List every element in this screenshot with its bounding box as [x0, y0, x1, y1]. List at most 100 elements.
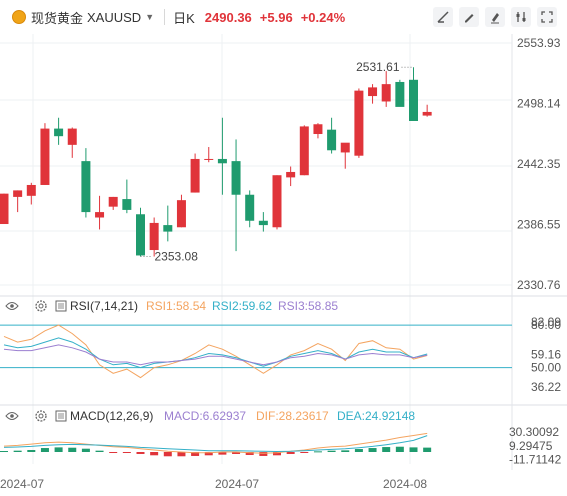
pen-icon[interactable] — [485, 7, 505, 27]
macd-histogram-bar — [259, 452, 268, 456]
time-tick-label: 2024-07 — [215, 477, 259, 491]
price-tick-label: 2330.76 — [517, 278, 561, 292]
price-tick-label: 2442.35 — [517, 157, 561, 171]
macd-histogram-bar — [177, 452, 186, 457]
macd-histogram-bar — [382, 447, 391, 452]
rsi3-line — [3, 344, 428, 366]
time-tick-label: 2024-08 — [383, 477, 427, 491]
indicator-icon[interactable] — [55, 410, 67, 422]
period-selector[interactable]: 日K — [173, 10, 195, 26]
macd-histogram-bar — [409, 447, 418, 452]
candle-body — [422, 111, 432, 116]
macd-histogram-bar — [40, 448, 49, 452]
candle-body — [340, 142, 350, 153]
instrument-name[interactable]: 现货黄金 — [31, 10, 84, 26]
macd-histogram-bar — [395, 446, 404, 452]
candle-body — [354, 90, 364, 156]
high-price-label: 2531.61 — [356, 60, 400, 74]
indicator-icon[interactable] — [55, 300, 67, 312]
macd-histogram-bar — [204, 452, 213, 456]
macd-histogram-bar — [68, 447, 77, 452]
price-tick-label: 2386.55 — [517, 218, 561, 232]
candle-body — [176, 200, 186, 228]
macd-histogram-bar — [136, 452, 145, 454]
candle-body — [67, 128, 77, 145]
rsi-reference-label: 50.00 — [531, 361, 561, 375]
macd-histogram-bar — [95, 450, 104, 452]
candlestick-series — [0, 67, 432, 257]
candle-body — [327, 129, 337, 151]
eye-icon[interactable] — [5, 302, 19, 310]
macd-legend: MACD:6.62937 — [164, 409, 246, 423]
candle-body — [258, 220, 268, 226]
macd-histogram-bar — [286, 452, 295, 454]
dea-legend: DEA:24.92148 — [337, 409, 415, 423]
macd-histogram-bar — [300, 452, 309, 453]
pencil-icon[interactable] — [459, 7, 479, 27]
gold-coin-icon — [12, 10, 26, 24]
macd-histogram-bar — [13, 450, 22, 452]
rsi-tick-label: 36.22 — [531, 380, 561, 394]
macd-header: MACD(12,26,9) MACD:6.62937 DIF:28.23617 … — [5, 409, 415, 423]
macd-histogram-bar — [341, 450, 350, 452]
macd-histogram-bar — [232, 452, 241, 454]
instrument-symbol[interactable]: XAUUSD — [87, 9, 142, 25]
rsi2-line — [3, 337, 428, 369]
rsi-panel: 80.00 50.00 82.09 59.16 36.22 — [0, 315, 561, 394]
macd-histogram-bar — [54, 447, 63, 452]
price-tick-label: 2553.93 — [517, 36, 561, 50]
candle-body — [40, 128, 50, 185]
last-price: 2490.36 — [204, 9, 252, 25]
macd-histogram-bar — [109, 452, 118, 453]
candle-body — [0, 193, 9, 225]
macd-histogram-bar — [163, 452, 172, 457]
expand-icon[interactable] — [537, 7, 557, 27]
chart-grid — [0, 34, 567, 470]
macd-histogram-bar — [0, 451, 8, 453]
candle-body — [81, 161, 91, 213]
macd-histogram-bar — [81, 448, 90, 452]
dif-legend: DIF:28.23617 — [256, 409, 329, 423]
macd-histogram-bar — [191, 452, 200, 456]
rsi2-legend: RSI2:59.62 — [212, 299, 272, 313]
candle-body — [313, 124, 323, 135]
chevron-down-icon[interactable]: ▼ — [145, 12, 155, 22]
price-tick-label: 2498.14 — [517, 96, 561, 110]
candle-body — [108, 196, 118, 207]
rsi-label[interactable]: RSI(7,14,21) — [70, 299, 138, 313]
candle-body — [286, 171, 296, 178]
candle-body — [368, 87, 378, 97]
candle-body — [395, 81, 405, 107]
macd-histogram-bar — [368, 448, 377, 452]
ruler-icon[interactable] — [433, 7, 453, 27]
macd-label[interactable]: MACD(12,26,9) — [70, 409, 153, 423]
rsi-reference-label: 80.00 — [531, 318, 561, 332]
rsi-header: RSI(7,14,21) RSI1:58.54 RSI2:59.62 RSI3:… — [5, 299, 338, 313]
candle-body — [272, 175, 282, 228]
macd-histogram-bar — [313, 451, 322, 453]
toolbar-divider — [164, 9, 166, 25]
candle-body — [217, 158, 227, 164]
macd-histogram-bar — [27, 450, 36, 452]
eye-icon[interactable] — [5, 412, 19, 420]
candle-body — [122, 199, 132, 210]
macd-tick-label: -11.71142 — [509, 453, 562, 467]
candle-body — [149, 222, 159, 251]
candle-body — [409, 79, 418, 121]
candle-body — [231, 161, 241, 195]
candle-body — [54, 128, 64, 137]
candle-body — [245, 194, 255, 221]
candle-body — [26, 184, 36, 196]
macd-tick-label: 9.29475 — [509, 439, 553, 453]
low-price-label: 2353.08 — [155, 250, 199, 264]
rsi-tick-label: 82.09 — [531, 315, 561, 329]
settings-gear-icon[interactable] — [35, 410, 47, 422]
macd-histogram-bar — [218, 452, 227, 455]
candle-body — [381, 84, 391, 102]
settings-sliders-icon[interactable] — [511, 7, 531, 27]
settings-gear-icon[interactable] — [35, 300, 47, 312]
rsi1-legend: RSI1:58.54 — [146, 299, 206, 313]
high-low-annotations: 2531.61 2353.08 — [140, 60, 414, 264]
